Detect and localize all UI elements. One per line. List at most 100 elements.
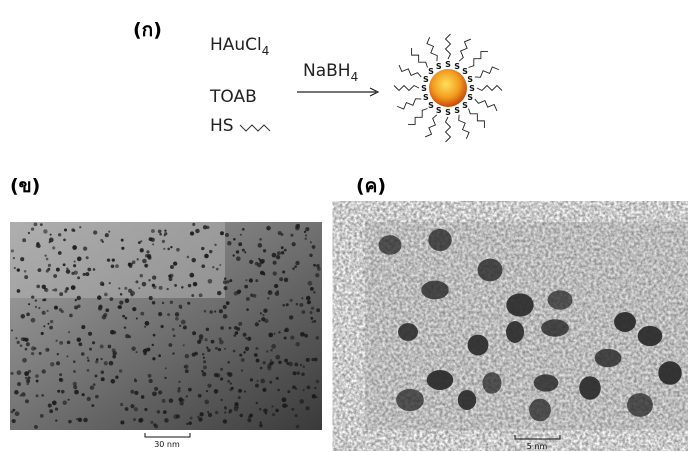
- particle: [211, 340, 215, 344]
- particle: [31, 352, 34, 355]
- particle: [292, 242, 296, 246]
- particle: [91, 404, 94, 407]
- particle: [255, 279, 258, 282]
- particle: [13, 257, 15, 259]
- particle: [115, 264, 119, 268]
- particle: [105, 308, 109, 312]
- particle: [144, 326, 146, 328]
- particle: [169, 343, 173, 347]
- particle: [233, 238, 236, 241]
- particle: [191, 294, 194, 297]
- particle: [271, 405, 273, 407]
- particle: [50, 362, 55, 367]
- particle: [398, 323, 418, 341]
- particle: [118, 305, 122, 309]
- particle: [81, 325, 85, 329]
- particle: [22, 358, 27, 363]
- particle: [57, 353, 59, 355]
- particle: [240, 234, 242, 236]
- panel-label: (ข): [10, 175, 40, 197]
- particle: [53, 274, 57, 278]
- particle: [249, 414, 253, 418]
- particle: [105, 233, 109, 237]
- particle: [234, 331, 238, 335]
- particle: [206, 226, 210, 230]
- particle: [276, 255, 280, 259]
- particle: [658, 361, 681, 385]
- particle: [217, 291, 221, 295]
- particle: [314, 387, 316, 389]
- particle: [220, 231, 224, 235]
- particle: [111, 379, 116, 384]
- particle: [468, 335, 489, 356]
- particle: [236, 250, 239, 253]
- particle: [28, 232, 30, 234]
- particle: [199, 293, 203, 297]
- particle: [97, 295, 102, 300]
- particle: [175, 312, 179, 316]
- particle: [242, 228, 245, 231]
- particle: [259, 408, 262, 411]
- particle: [170, 246, 172, 248]
- particle: [207, 384, 211, 388]
- particle: [125, 317, 128, 320]
- particle: [529, 399, 551, 422]
- particle: [130, 291, 135, 296]
- particle: [102, 241, 104, 243]
- particle: [172, 328, 175, 331]
- particle: [234, 326, 238, 330]
- particle: [28, 370, 31, 373]
- particle: [237, 289, 241, 293]
- particle: [428, 229, 451, 251]
- tem-image-c: [365, 222, 688, 430]
- particle: [112, 258, 115, 261]
- tem-image-b: [10, 222, 322, 430]
- particle: [73, 360, 76, 363]
- particle: [306, 358, 310, 362]
- particle: [95, 375, 98, 378]
- particle: [308, 281, 313, 286]
- particle: [128, 335, 131, 338]
- particle: [255, 347, 258, 350]
- particle: [140, 248, 144, 252]
- particle: [214, 244, 216, 246]
- particle: [172, 352, 174, 354]
- particle: [59, 378, 63, 382]
- particle: [153, 334, 156, 337]
- particle: [204, 254, 209, 259]
- particle: [152, 391, 157, 396]
- particle: [11, 329, 13, 331]
- particle: [59, 308, 62, 311]
- particle: [20, 344, 23, 347]
- particle: [163, 248, 165, 250]
- particle: [107, 258, 110, 261]
- particle: [239, 414, 243, 418]
- particle: [73, 370, 76, 373]
- particle: [120, 403, 123, 406]
- particle: [39, 352, 42, 355]
- particle: [276, 290, 278, 292]
- particle: [101, 377, 105, 381]
- particle: [277, 251, 281, 255]
- particle: [36, 285, 40, 289]
- particle: [173, 334, 176, 337]
- particle: [295, 414, 298, 417]
- particle: [310, 241, 312, 243]
- particle: [44, 254, 46, 256]
- particle: [263, 408, 268, 413]
- particle: [227, 372, 231, 376]
- particle: [145, 264, 148, 267]
- particle: [140, 240, 142, 242]
- particle: [313, 291, 315, 293]
- particle: [638, 326, 663, 346]
- particle: [192, 331, 196, 335]
- particle: [312, 320, 315, 323]
- particle: [56, 268, 60, 272]
- particle: [22, 238, 26, 242]
- particle: [93, 230, 97, 234]
- sulfur-atom: S: [428, 67, 434, 76]
- particle: [258, 243, 263, 248]
- particle: [78, 342, 82, 346]
- particle: [170, 265, 174, 269]
- particle: [121, 239, 124, 242]
